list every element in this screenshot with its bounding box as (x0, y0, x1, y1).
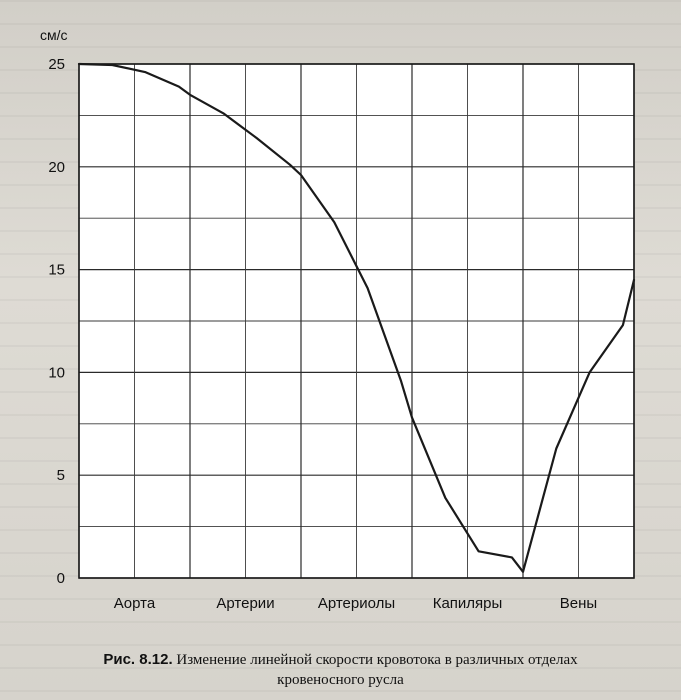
y-tick-label: 5 (57, 467, 65, 484)
y-tick-label: 0 (57, 570, 65, 587)
x-category-label: Вены (560, 595, 597, 612)
series-line (77, 62, 636, 573)
chart: см/с 0 5 10 15 20 25 Аорта Артерии Артериолы Кап… (40, 27, 636, 612)
y-axis-unit-label: см/с (40, 27, 68, 43)
caption-text-line1: Изменение линейной скорости кровотока в … (176, 652, 578, 668)
figure-label: Рис. 8.12. (103, 651, 173, 668)
plot-frame (78, 63, 635, 579)
x-category-labels: Аорта Артерии Артериолы Капиляры Вены (114, 595, 597, 612)
figure-caption: Рис. 8.12. Изменение линейной скорости к… (0, 650, 681, 690)
x-category-label: Аорта (114, 595, 156, 612)
y-tick-labels: 0 5 10 15 20 25 (48, 56, 65, 587)
caption-text-line2: кровеносного русла (277, 672, 404, 688)
y-tick-label: 15 (48, 262, 65, 279)
y-tick-label: 20 (48, 159, 65, 176)
axes (78, 63, 635, 579)
y-tick-label: 25 (48, 56, 65, 73)
series-line-group (77, 62, 636, 573)
x-category-label: Артериолы (318, 595, 395, 612)
x-category-label: Артерии (216, 595, 274, 612)
y-tick-label: 10 (48, 364, 65, 381)
x-category-label: Капиляры (433, 595, 503, 612)
